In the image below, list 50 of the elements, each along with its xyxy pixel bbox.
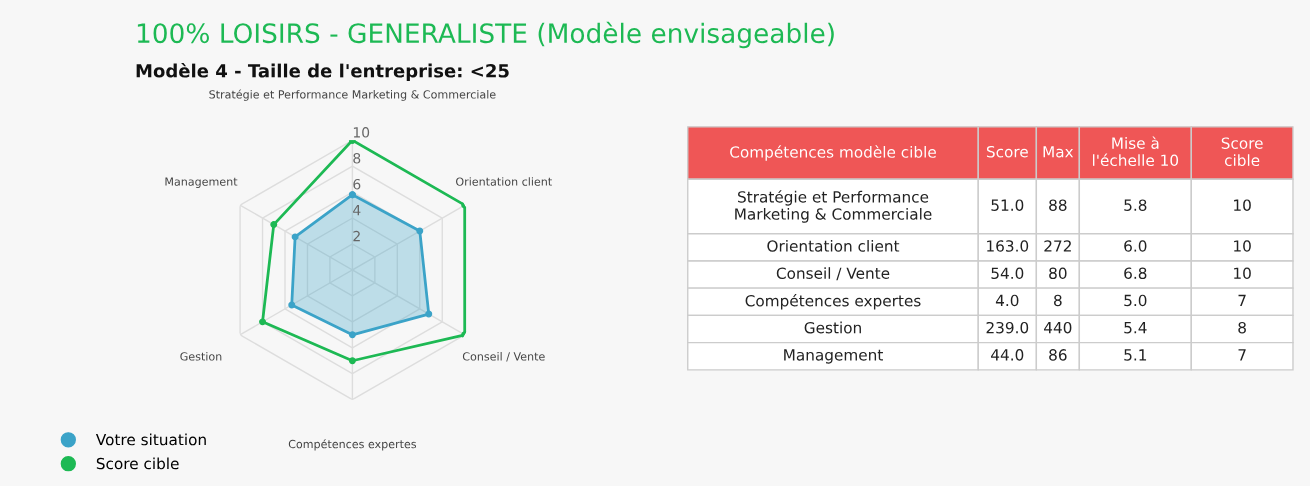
text: Compétences modèle cible — [730, 145, 936, 161]
data-label: 163.0 — [987, 240, 1029, 252]
data-label: 8 — [1238, 321, 1246, 334]
data-label: 5.0 — [1124, 294, 1147, 307]
data-label: 4.0 — [995, 294, 1019, 307]
data-label: 6.8 — [1124, 267, 1147, 279]
category-label: Stratégie et Performance Marketing & Commerciale — [735, 190, 932, 223]
legend-label: Score cible — [96, 457, 179, 470]
series-label: Score cible — [1221, 137, 1263, 167]
spoke-label: Compétences expertes — [288, 439, 417, 451]
data-label: 239.0 — [986, 321, 1029, 334]
data-label: 54.0 — [991, 267, 1024, 279]
legend-label: Votre situation — [95, 433, 206, 446]
category-label: Gestion — [804, 321, 861, 334]
data-label: 5.4 — [1124, 322, 1147, 334]
data-label: 44.0 — [991, 349, 1024, 361]
spoke-label: Management — [165, 177, 238, 188]
data-label: 6.0 — [1124, 240, 1147, 252]
data-label: 80 — [1049, 267, 1067, 279]
data-label: 8 — [1054, 294, 1062, 307]
spoke-label: Orientation client — [456, 177, 552, 186]
data-label: 86 — [1049, 349, 1067, 361]
data-label: 7 — [1238, 294, 1246, 306]
data-label: 10 — [1234, 267, 1251, 279]
chart-title: 100% LOISIRS - GENERALISTE (Modèle envisageable) — [137, 21, 834, 49]
y-tick-label: 8 — [353, 153, 361, 164]
series-label: Mise à l'échelle 10 — [1092, 136, 1179, 167]
chart-subtitle: Modèle 4 - Taille de l'entreprise: <25 — [136, 62, 509, 82]
y-tick-label: 2 — [353, 230, 360, 242]
spoke-label: Gestion — [180, 352, 222, 361]
data-label: 5.8 — [1124, 199, 1147, 211]
y-tick-label: 4 — [353, 205, 361, 216]
data-label: 272 — [1044, 240, 1071, 252]
series-label: Max — [1043, 146, 1074, 158]
category-label: Compétences expertes — [745, 294, 921, 310]
category-label: Orientation client — [767, 239, 900, 252]
data-label: 88 — [1049, 199, 1067, 211]
y-tick-label: 6 — [353, 178, 361, 190]
data-label: 10 — [1234, 199, 1251, 211]
data-label: 440 — [1044, 321, 1072, 334]
category-label: Management — [784, 349, 883, 364]
data-label: 51.0 — [991, 199, 1024, 211]
series-label: Score — [986, 145, 1028, 158]
category-label: Conseil / Vente — [776, 267, 890, 281]
data-label: 7 — [1238, 349, 1246, 361]
spoke-label: Stratégie et Performance Marketing & Commerciale — [209, 89, 496, 101]
data-label: 10 — [1234, 240, 1251, 252]
y-tick-label: 10 — [353, 127, 370, 138]
data-label: 5.1 — [1124, 349, 1147, 361]
spoke-label: Conseil / Vente — [462, 352, 545, 362]
